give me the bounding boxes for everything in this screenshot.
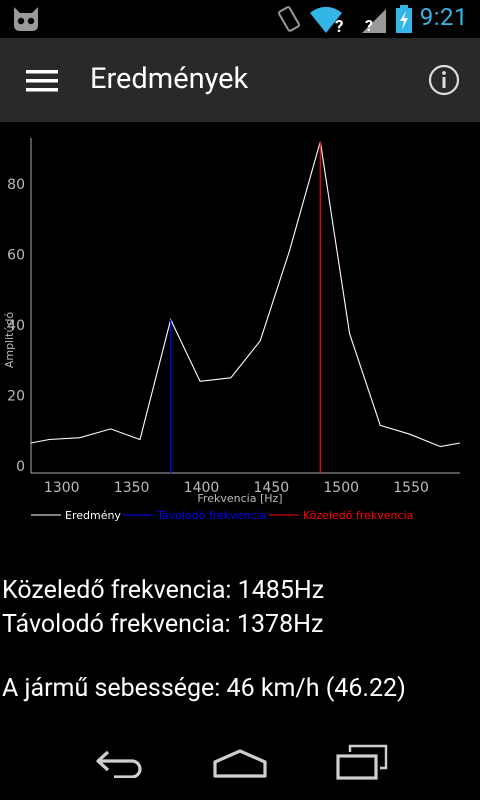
vehicle-speed-text: A jármű sebessége: 46 km/h (46.22): [2, 674, 406, 703]
y-tick-label: 20: [7, 388, 25, 404]
y-axis-label: Amplitúdó: [3, 312, 16, 369]
svg-text:?: ?: [365, 16, 373, 35]
menu-button[interactable]: [14, 58, 70, 102]
back-button[interactable]: [80, 736, 160, 786]
page-title: Eredmények: [90, 62, 248, 96]
x-tick-label: 1550: [393, 480, 429, 496]
home-icon: [212, 748, 268, 778]
y-tick-label: 60: [7, 247, 25, 263]
status-time: 9:21: [420, 3, 468, 31]
y-tick-label: 80: [7, 177, 25, 193]
recent-apps-icon: [334, 744, 388, 780]
hamburger-menu-icon: [26, 70, 58, 92]
x-tick-label: 1300: [44, 480, 80, 496]
approaching-frequency-text: Közeledő frekvencia: 1485Hz: [2, 576, 324, 605]
x-axis-label: Frekvencia [Hz]: [197, 492, 282, 505]
status-bar: ? ? 9:21: [0, 0, 480, 38]
info-icon: [428, 64, 460, 96]
wifi-icon: ?: [308, 5, 348, 35]
result-series-line: [31, 142, 460, 447]
info-button[interactable]: [420, 58, 468, 102]
receding-frequency-text: Távolodó frekvencia: 1378Hz: [2, 610, 323, 639]
svg-text:?: ?: [335, 17, 343, 35]
legend-label: Közeledő frekvencia: [303, 509, 413, 522]
action-bar: Eredmények: [0, 38, 480, 122]
back-icon: [94, 748, 148, 778]
signal-icon: ?: [360, 5, 390, 35]
x-tick-label: 1350: [114, 480, 150, 496]
rotate-icon: [276, 4, 302, 34]
cyanogenmod-icon: [10, 5, 42, 33]
home-button[interactable]: [200, 736, 280, 786]
recent-apps-button[interactable]: [320, 736, 400, 786]
navigation-bar: [0, 722, 480, 800]
y-tick-label: 0: [16, 459, 25, 475]
battery-icon: [396, 5, 412, 33]
frequency-chart: 1300 1350 1400 1450 1500 1550 0 20 40 60 80 Frekve…: [0, 122, 480, 542]
x-tick-label: 1500: [323, 480, 359, 496]
legend-label: Távolodó frekvencia: [156, 509, 266, 522]
legend-label: Eredmény: [65, 509, 121, 522]
